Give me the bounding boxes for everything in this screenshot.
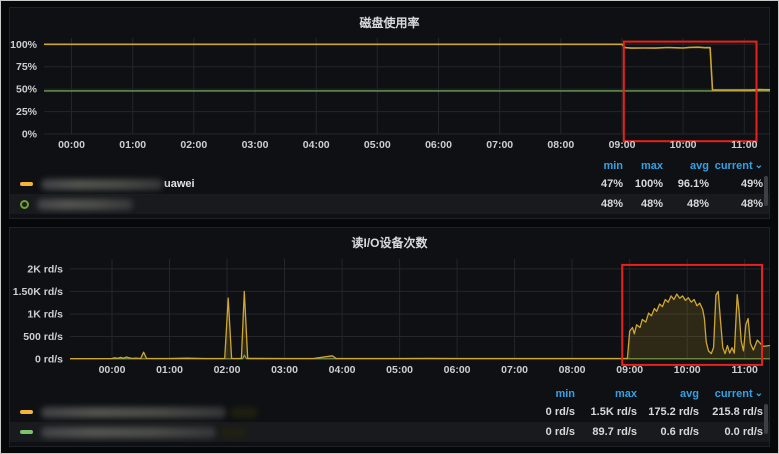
x-axis-tick-label: 10:00 [670,139,697,151]
stat-col-current[interactable]: current ⌄ [699,388,763,400]
stat-col-avg[interactable]: avg [680,388,699,400]
yellow-series-label-blurred-uawei-line [44,43,771,91]
stat-col-min[interactable]: min [555,388,575,400]
stat-col-max[interactable]: max [640,160,663,172]
stat-avg-value: 48% [686,198,709,210]
stat-current-value: 49% [740,178,763,190]
series-color-dash-icon [20,430,33,434]
stat-avg-value: 0.6 rd/s [660,426,699,438]
stats-header-row: min max avg current ⌄ [10,158,769,174]
stat-min-value: 47% [600,178,623,190]
stat-max-value: 48% [640,198,663,210]
stats-header-row: min max avg current ⌄ [10,386,769,402]
x-axis-tick-label: 05:00 [364,139,391,151]
y-axis-tick-label: 75% [16,61,38,73]
x-axis-tick-label: 11:00 [731,139,757,151]
x-axis-tick-label: 04:00 [329,364,356,376]
stat-col-max[interactable]: max [614,388,637,400]
stat-max-value: 1.5K rd/s [590,406,637,418]
redacted-series-name[interactable] [41,406,226,418]
series-color-dash-icon [20,410,33,414]
stat-current-value: 48% [740,198,763,210]
read-io-legend: min max avg current ⌄ 0 rd/s 1.5K rd/s 17… [10,386,769,446]
x-axis-tick-label: 08:00 [547,139,574,151]
stat-col-current[interactable]: current ⌄ [709,160,763,172]
redacted-series-name[interactable] [37,198,133,210]
stat-min-value: 48% [600,198,623,210]
x-axis-tick-label: 01:00 [156,364,183,376]
stat-col-avg[interactable]: avg [690,160,709,172]
series-color-dash-icon [20,182,33,186]
x-axis-tick-label: 11:00 [732,364,758,376]
stat-min-value: 0 rd/s [545,406,575,418]
x-axis-tick-label: 01:00 [119,139,146,151]
highlight-annotation-box [622,40,758,143]
legend-row: 0 rd/s 89.7 rd/s 0.6 rd/s 0.0 rd/s [10,422,769,442]
y-axis-tick-label: 25% [16,106,38,118]
panel-disk-usage: 磁盘使用率 0% 25% 50% 75% 100% 00:00 01:00 02:00 03:0… [9,7,771,219]
chevron-down-icon: ⌄ [754,388,763,399]
y-axis-tick-label: 2K rd/s [27,263,63,275]
y-axis-tick-label: 100% [10,39,38,51]
y-axis-tick-label: 1.50K rd/s [13,286,63,298]
x-axis-tick-label: 00:00 [99,364,126,376]
stat-col-current-label: current [714,160,753,172]
y-axis-tick-label: 0 rd/s [35,354,63,366]
yellow-series-label-blurred-line [69,290,771,360]
panel-title-disk-usage[interactable]: 磁盘使用率 [359,16,420,30]
x-axis-tick-label: 00:00 [58,139,85,151]
redacted-series-name[interactable] [41,426,216,438]
stat-current-value: 215.8 rd/s [712,406,763,418]
x-axis-tick-label: 04:00 [303,139,330,151]
x-axis-tick-label: 06:00 [425,139,452,151]
x-axis-tick-label: 03:00 [271,364,298,376]
x-axis-tick-label: 02:00 [180,139,207,151]
y-axis-tick-label: 0% [22,129,38,141]
stat-col-current-label: current [714,388,753,400]
disk-usage-chart[interactable]: 0% 25% 50% 75% 100% 00:00 01:00 02:00 03:00 04:00… [10,34,771,158]
legend-row: 0 rd/s 1.5K rd/s 175.2 rd/s 215.8 rd/s [10,402,769,422]
redacted-series-name[interactable] [41,178,163,190]
redacted-series-name-tail [230,406,258,418]
y-axis-tick-label: 50% [16,84,38,96]
panel-title-read-io[interactable]: 读I/O设备次数 [351,236,428,250]
legend-row: 48% 48% 48% 48% [10,194,769,214]
stat-avg-value: 175.2 rd/s [648,406,699,418]
x-axis-tick-label: 02:00 [214,364,241,376]
highlight-annotation-box [621,263,764,366]
x-axis-tick-label: 03:00 [242,139,269,151]
stat-max-value: 89.7 rd/s [592,426,637,438]
x-axis-tick-label: 06:00 [444,364,471,376]
stat-avg-value: 96.1% [677,178,709,190]
x-axis-tick-label: 05:00 [386,364,413,376]
y-axis-tick-label: 1K rd/s [27,309,63,321]
x-axis-tick-label: 09:00 [616,364,643,376]
stat-max-value: 100% [634,178,663,190]
x-axis-tick-label: 07:00 [501,364,528,376]
legend-scrollbar[interactable] [764,404,768,434]
series-color-circle-icon [20,199,29,209]
x-axis-tick-label: 08:00 [559,364,586,376]
redacted-series-name-tail [220,426,246,438]
series-name-visible-fragment[interactable]: uawei [164,178,195,190]
panel-read-io: 读I/O设备次数 0 rd/s 500 rd/s 1K rd/s 1.50K rd/s… [9,227,771,447]
x-axis-tick-label: 10:00 [674,364,701,376]
x-axis-tick-label: 09:00 [609,139,636,151]
chevron-down-icon: ⌄ [754,160,763,171]
disk-usage-legend: min max avg current ⌄ uawei 47% 100% 96.1… [10,158,769,218]
stat-min-value: 0 rd/s [545,426,575,438]
read-io-chart[interactable]: 0 rd/s 500 rd/s 1K rd/s 1.50K rd/s 2K rd/s 00… [10,254,771,386]
y-axis-tick-label: 500 rd/s [23,331,63,343]
stat-current-value: 0.0 rd/s [724,426,763,438]
legend-row: uawei 47% 100% 96.1% 49% [10,174,769,194]
legend-scrollbar[interactable] [764,176,768,206]
dashboard: 磁盘使用率 0% 25% 50% 75% 100% 00:00 01:00 02:00 03:0… [1,1,778,447]
x-axis-tick-label: 07:00 [486,139,513,151]
stat-col-min[interactable]: min [603,160,623,172]
